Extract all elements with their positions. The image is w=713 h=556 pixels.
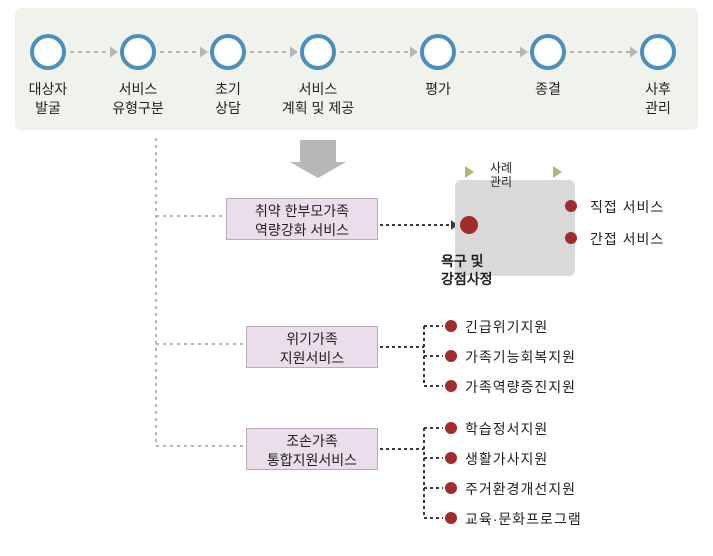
detail-crisis-dot — [445, 380, 457, 392]
process-step-label: 종결 — [498, 80, 598, 99]
process-step-label: 서비스 유형구분 — [88, 80, 188, 118]
service-box-line1: 취약 한부모가족 — [255, 203, 349, 219]
service-box-crisis-family: 위기가족 지원서비스 — [246, 326, 378, 368]
service-box-line2: 역량강화 서비스 — [255, 222, 349, 238]
detail-grandparent-label: 교육·문화프로그램 — [465, 509, 582, 529]
detail-grandparent-dot — [445, 422, 457, 434]
detail-direct-indirect-label: 간접 서비스 — [590, 229, 664, 249]
process-step-circle — [640, 34, 676, 70]
service-box-line2: 지원서비스 — [280, 350, 344, 366]
process-step-label: 대상자 발굴 — [0, 80, 98, 118]
detail-grandparent-label: 주거환경개선지원 — [465, 479, 576, 499]
service-box-grandparent-family: 조손가족 통합지원서비스 — [246, 428, 378, 470]
service-box-line1: 위기가족 — [286, 331, 338, 347]
process-step-circle — [530, 34, 566, 70]
caret-icon — [553, 166, 562, 178]
process-step-label: 서비스 계획 및 제공 — [268, 80, 368, 118]
process-step-circle — [420, 34, 456, 70]
detail-crisis-dot — [445, 320, 457, 332]
detail-crisis-label: 긴급위기지원 — [465, 317, 548, 337]
detail-crisis-label: 가족기능회복지원 — [465, 347, 576, 367]
detail-crisis-label: 가족역량증진지원 — [465, 377, 576, 397]
detail-grandparent-dot — [445, 482, 457, 494]
service-box-line2: 통합지원서비스 — [267, 452, 357, 468]
service-box-single-parent: 취약 한부모가족 역량강화 서비스 — [226, 198, 378, 240]
need-strength-label: 욕구 및 강점사정 — [441, 252, 493, 288]
process-step-label: 사후 관리 — [608, 80, 708, 118]
process-step-label: 평가 — [388, 80, 488, 99]
process-step-circle — [300, 34, 336, 70]
detail-grandparent-dot — [445, 512, 457, 524]
process-step-circle — [210, 34, 246, 70]
detail-grandparent-label: 학습정서지원 — [465, 419, 548, 439]
process-step-circle — [120, 34, 156, 70]
detail-grandparent-label: 생활가사지원 — [465, 449, 548, 469]
detail-grandparent-dot — [445, 452, 457, 464]
detail-direct-indirect-label: 직접 서비스 — [590, 197, 664, 217]
detail-crisis-dot — [445, 350, 457, 362]
detail-direct-indirect-dot — [565, 200, 577, 212]
detail-direct-indirect-dot — [565, 232, 577, 244]
service-box-line1: 조손가족 — [286, 433, 338, 449]
case-management-label: 사례 관리 — [490, 161, 512, 190]
process-step-circle — [30, 34, 66, 70]
process-step-label: 초기 상담 — [178, 80, 278, 118]
need-strength-dot — [460, 216, 478, 234]
caret-icon — [465, 166, 474, 178]
